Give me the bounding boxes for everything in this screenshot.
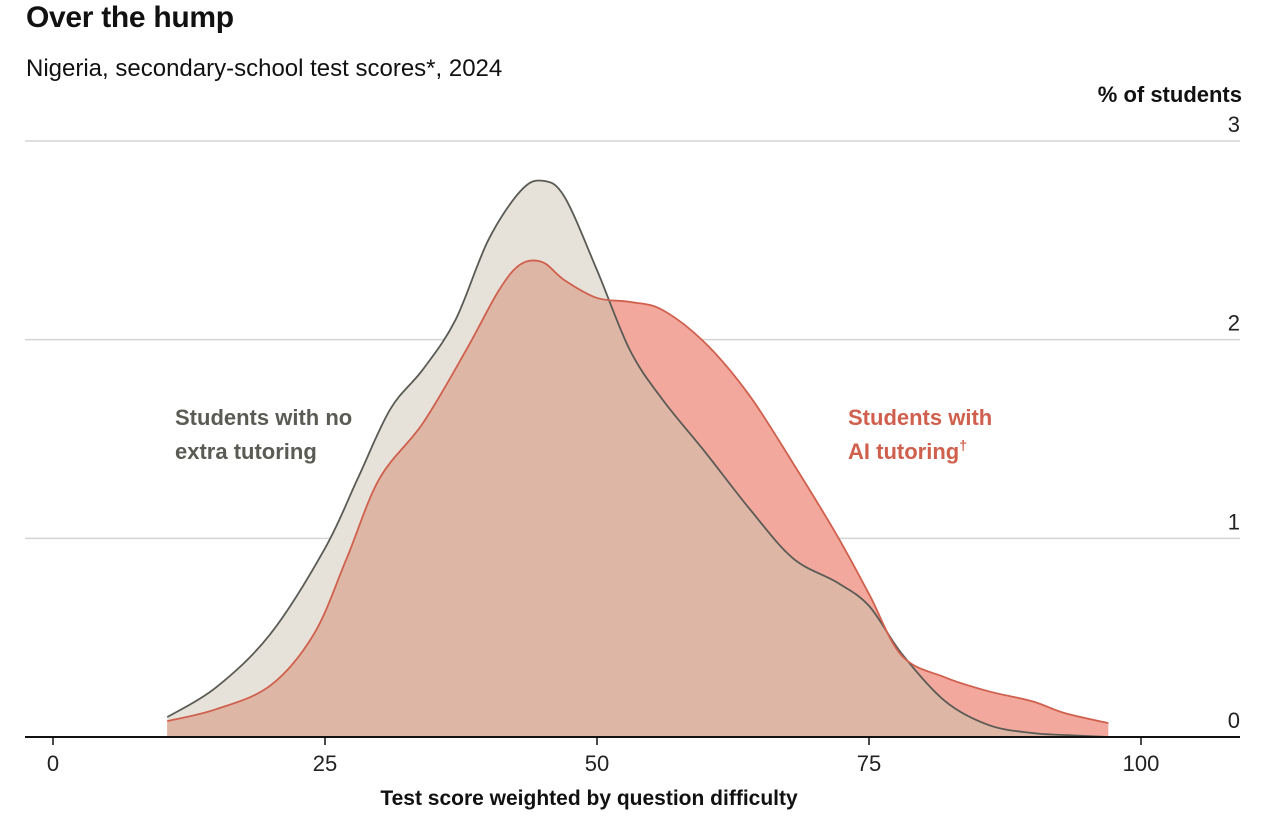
- x-tick-label: 25: [313, 751, 337, 776]
- density-areas: [166, 179, 1109, 738]
- series-label-ai-tutoring-line2: AI tutoring†: [848, 437, 967, 464]
- y-axis-ticks: 0 1 2 3: [1228, 112, 1240, 733]
- x-tick-label: 0: [47, 751, 59, 776]
- series-label-ai-tutoring-line1: Students with: [848, 405, 992, 430]
- x-axis: 0 25 50 75 100: [25, 736, 1240, 776]
- footnote-dagger: †: [959, 437, 967, 453]
- y-tick-label: 3: [1228, 112, 1240, 137]
- line-no-tutoring: [166, 179, 1109, 738]
- x-tick-label: 75: [857, 751, 881, 776]
- chart-title: Over the hump: [26, 1, 234, 34]
- area-overlap: [167, 260, 1109, 737]
- y-tick-label: 0: [1228, 708, 1240, 733]
- y-axis-label: % of students: [1097, 82, 1242, 107]
- series-label-no-tutoring-line2: extra tutoring: [175, 439, 317, 464]
- series-label-no-tutoring-line1: Students with no: [175, 405, 352, 430]
- x-axis-label: Test score weighted by question difficul…: [380, 787, 798, 810]
- x-tick-label: 100: [1123, 751, 1160, 776]
- y-tick-label: 1: [1228, 509, 1240, 534]
- series-label-no-tutoring: Students with no extra tutoring: [175, 405, 352, 464]
- chart-subtitle: Nigeria, secondary-school test scores*, …: [26, 55, 503, 82]
- line-ai-tutoring: [167, 259, 1109, 724]
- y-tick-label: 2: [1228, 311, 1240, 336]
- x-tick-label: 50: [585, 751, 609, 776]
- series-label-ai-tutoring: Students with AI tutoring†: [848, 405, 992, 464]
